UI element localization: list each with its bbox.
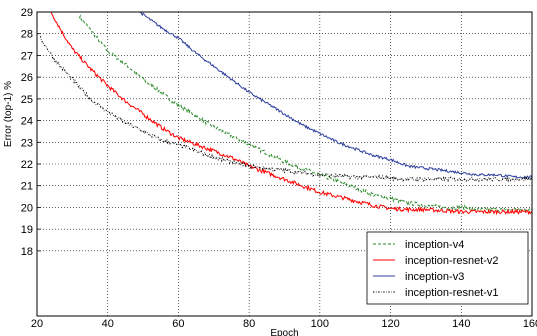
y-tick-label: 24: [21, 116, 33, 128]
y-tick-label: 27: [21, 50, 33, 62]
series-group: [40, 12, 532, 216]
y-tick-label: 22: [21, 159, 33, 171]
y-tick-label: 19: [21, 224, 33, 236]
legend-label: inception-v4: [405, 239, 464, 251]
legend-label: inception-v3: [405, 271, 464, 283]
x-axis-label: Epoch: [270, 328, 298, 336]
y-tick-label: 28: [21, 29, 33, 41]
legend: inception-v4 inception-resnet-v2 inception…: [366, 231, 529, 305]
axis-ticks: 20 40 60 80 100 120 140 160 18 19 20 21 22 23 24 25 26 27…: [21, 7, 537, 330]
x-tick-label: 140: [452, 318, 470, 330]
x-tick-label: 40: [102, 318, 114, 330]
x-tick-label: 20: [31, 318, 43, 330]
series-line-1: [78, 14, 532, 213]
y-axis-label: Error (top-1) %: [3, 81, 14, 147]
y-tick-label: 25: [21, 94, 33, 106]
y-tick-label: 18: [21, 246, 33, 258]
y-tick-label: 21: [21, 181, 33, 193]
legend-label: inception-resnet-v2: [405, 255, 499, 267]
x-tick-label: 120: [381, 318, 399, 330]
x-tick-label: 80: [243, 318, 255, 330]
y-tick-label: 29: [21, 7, 33, 19]
x-tick-label: 100: [311, 318, 329, 330]
series-line-2: [50, 12, 532, 216]
x-tick-label: 60: [172, 318, 184, 330]
x-tick-label: 160: [523, 318, 537, 330]
series-line-3: [139, 12, 532, 179]
series-line-4: [40, 36, 532, 183]
legend-label: inception-resnet-v1: [405, 287, 499, 299]
y-tick-label: 20: [21, 202, 33, 214]
y-tick-label: 23: [21, 137, 33, 149]
y-tick-label: 26: [21, 72, 33, 84]
